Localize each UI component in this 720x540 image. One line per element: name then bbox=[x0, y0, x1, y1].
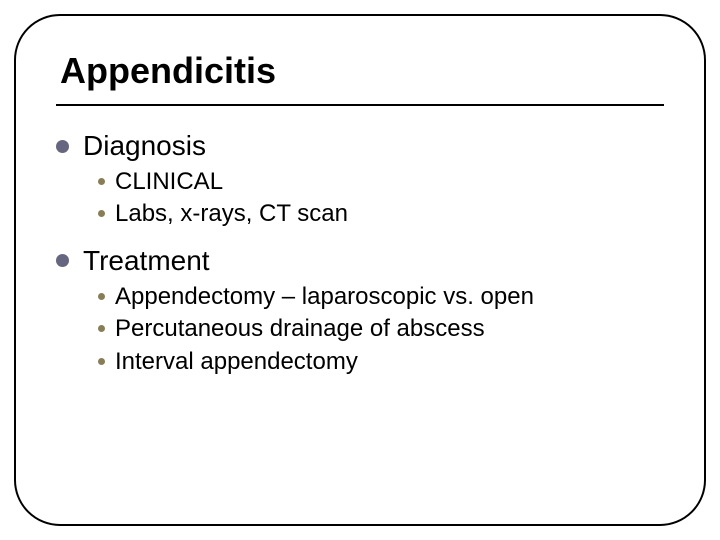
list-item: Percutaneous drainage of abscess bbox=[98, 313, 664, 345]
bullet-dot-icon bbox=[98, 358, 105, 365]
list-item-text: Percutaneous drainage of abscess bbox=[115, 313, 485, 345]
list-item-text: CLINICAL bbox=[115, 166, 223, 198]
title-divider bbox=[56, 104, 664, 106]
bullet-dot-icon bbox=[98, 293, 105, 300]
section-treatment: Treatment Appendectomy – laparoscopic vs… bbox=[56, 245, 664, 378]
list-item: Interval appendectomy bbox=[98, 346, 664, 378]
section-diagnosis: Diagnosis CLINICAL Labs, x-rays, CT scan bbox=[56, 130, 664, 231]
list-item: Labs, x-rays, CT scan bbox=[98, 198, 664, 230]
sub-list: Appendectomy – laparoscopic vs. open Per… bbox=[98, 281, 664, 378]
sub-list: CLINICAL Labs, x-rays, CT scan bbox=[98, 166, 664, 231]
section-heading: Treatment bbox=[83, 245, 210, 277]
section-heading: Diagnosis bbox=[83, 130, 206, 162]
bullet-dot-icon bbox=[98, 210, 105, 217]
bullet-disc-icon bbox=[56, 254, 69, 267]
section-header: Diagnosis bbox=[56, 130, 664, 162]
list-item: Appendectomy – laparoscopic vs. open bbox=[98, 281, 664, 313]
list-item-text: Labs, x-rays, CT scan bbox=[115, 198, 348, 230]
slide-title: Appendicitis bbox=[60, 50, 664, 92]
bullet-disc-icon bbox=[56, 140, 69, 153]
slide-content: Appendicitis Diagnosis CLINICAL Labs, x-… bbox=[0, 0, 720, 540]
section-header: Treatment bbox=[56, 245, 664, 277]
list-item-text: Interval appendectomy bbox=[115, 346, 358, 378]
list-item: CLINICAL bbox=[98, 166, 664, 198]
bullet-dot-icon bbox=[98, 178, 105, 185]
list-item-text: Appendectomy – laparoscopic vs. open bbox=[115, 281, 534, 313]
bullet-dot-icon bbox=[98, 325, 105, 332]
